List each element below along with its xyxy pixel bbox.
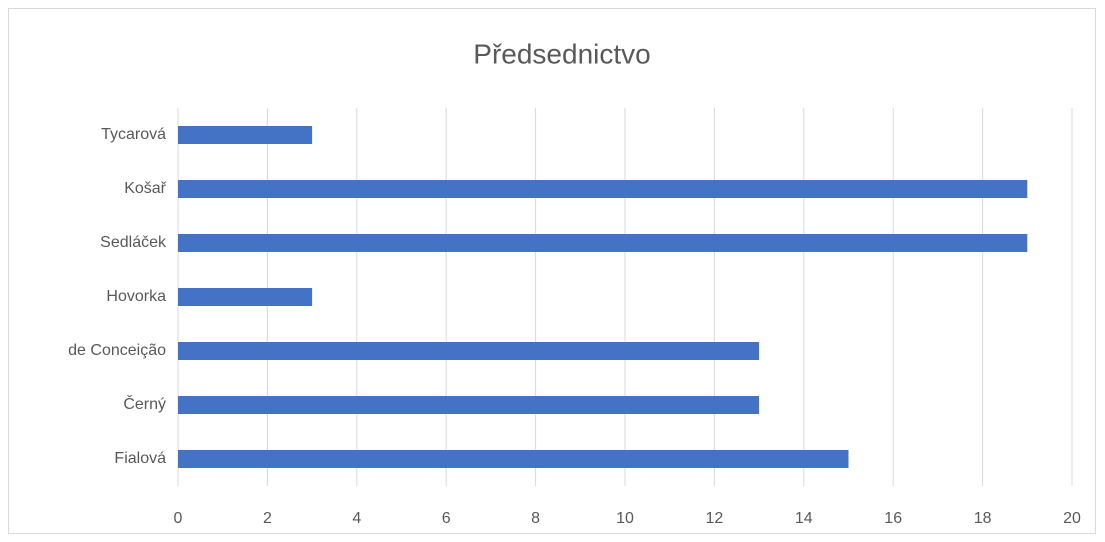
x-tick-label: 10: [616, 510, 634, 527]
x-tick-label: 6: [442, 510, 451, 527]
x-tick-label: 14: [795, 510, 813, 527]
x-tick-label: 4: [352, 510, 361, 527]
y-tick-label: de Conceição: [68, 342, 166, 359]
bar: [178, 342, 760, 360]
bar: [178, 450, 849, 468]
y-tick-label: Černý: [123, 394, 166, 413]
y-tick-label: Hovorka: [106, 288, 166, 305]
x-tick-label: 18: [974, 510, 992, 527]
x-tick-label: 2: [263, 510, 272, 527]
y-tick-label: Sedláček: [100, 234, 167, 251]
y-tick-label: Tycarová: [101, 126, 166, 143]
bar: [178, 396, 760, 414]
chart-frame: [8, 8, 1096, 534]
x-tick-label: 20: [1063, 510, 1081, 527]
x-tick-label: 8: [531, 510, 540, 527]
y-tick-label: Fialová: [114, 450, 166, 467]
bar: [178, 288, 313, 306]
bar: [178, 180, 1028, 198]
y-tick-label: Košař: [124, 180, 166, 197]
bar: [178, 126, 313, 144]
x-tick-label: 12: [706, 510, 724, 527]
x-tick-label: 0: [174, 510, 183, 527]
bar: [178, 234, 1028, 252]
x-tick-label: 16: [884, 510, 902, 527]
chart-title: Předsednictvo: [473, 38, 650, 69]
